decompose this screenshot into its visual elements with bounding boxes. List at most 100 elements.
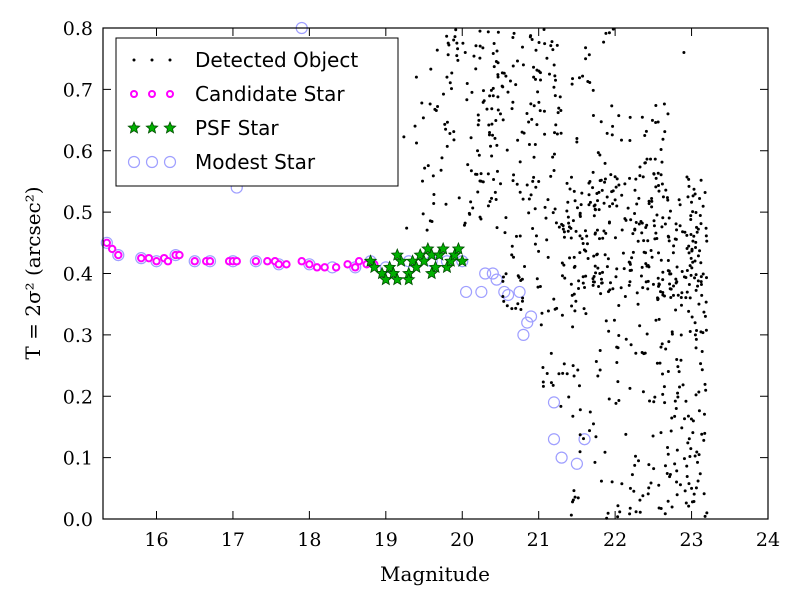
detected-object-point	[552, 297, 556, 301]
detected-object-point	[675, 228, 679, 232]
detected-object-point	[611, 287, 615, 291]
detected-object-point	[640, 231, 644, 235]
detected-object-point	[666, 369, 670, 373]
detected-object-point	[628, 506, 632, 510]
detected-object-point	[562, 235, 566, 239]
detected-object-point	[565, 372, 569, 376]
detected-object-point	[544, 216, 548, 220]
detected-object-point	[675, 358, 679, 362]
detected-object-point	[698, 249, 702, 253]
detected-object-point	[495, 49, 499, 53]
detected-object-point	[666, 234, 670, 238]
detected-object-point	[685, 233, 689, 237]
detected-object-point	[692, 492, 696, 496]
detected-object-point	[581, 281, 585, 285]
detected-object-point	[622, 267, 626, 271]
detected-object-point	[574, 299, 578, 303]
detected-object-point	[461, 41, 465, 45]
detected-object-point	[577, 286, 581, 290]
detected-object-point	[546, 198, 550, 202]
detected-object-point	[520, 299, 524, 303]
detected-object-point	[551, 383, 555, 387]
legend-marker-psf	[145, 120, 159, 134]
detected-object-point	[616, 380, 620, 384]
detected-object-point	[641, 286, 645, 290]
detected-object-point	[654, 103, 658, 107]
detected-object-point	[607, 221, 611, 225]
detected-object-point	[647, 463, 651, 467]
detected-object-point	[650, 255, 654, 259]
detected-object-point	[659, 148, 663, 152]
modest-star-point	[513, 285, 526, 299]
detected-object-point	[685, 475, 689, 479]
detected-object-point	[651, 434, 655, 438]
detected-object-point	[466, 163, 470, 167]
detected-object-point	[658, 361, 662, 365]
detected-object-point	[490, 196, 494, 200]
legend-modest-star: Modest Star	[195, 150, 316, 174]
detected-object-point	[704, 276, 708, 280]
detected-object-point	[510, 107, 514, 111]
detected-object-point	[514, 83, 518, 87]
detected-object-point	[624, 432, 628, 436]
detected-object-point	[691, 431, 695, 435]
detected-object-point	[657, 506, 661, 510]
detected-object-point	[552, 168, 556, 172]
detected-object-point	[546, 309, 550, 313]
detected-object-point	[557, 225, 561, 229]
detected-object-point	[663, 512, 667, 516]
legend-detected-object: Detected Object	[195, 48, 358, 72]
detected-object-point	[575, 140, 579, 144]
detected-object-point	[597, 284, 601, 288]
detected-object-point	[663, 464, 667, 468]
detected-object-point	[699, 362, 703, 366]
detected-object-point	[474, 44, 478, 48]
detected-object-point	[537, 40, 541, 44]
detected-object-point	[594, 271, 598, 275]
detected-object-point	[666, 446, 670, 450]
candidate-star-point	[351, 263, 360, 272]
detected-object-point	[699, 178, 703, 182]
detected-object-point	[652, 219, 656, 223]
detected-object-point	[445, 34, 449, 38]
detected-object-point	[477, 153, 481, 157]
detected-object-point	[597, 237, 601, 241]
detected-object-point	[501, 275, 505, 279]
detected-object-point	[679, 333, 683, 337]
detected-object-point	[533, 242, 537, 246]
detected-object-point	[628, 386, 632, 390]
detected-object-point	[490, 107, 494, 111]
detected-object-point	[670, 330, 674, 334]
detected-object-point	[505, 304, 509, 308]
detected-object-point	[601, 270, 605, 274]
detected-object-point	[611, 124, 615, 128]
detected-object-point	[633, 188, 637, 192]
detected-object-point	[547, 72, 551, 76]
detected-object-point	[587, 193, 591, 197]
detected-object-point	[696, 227, 700, 231]
detected-object-point	[682, 51, 686, 55]
detected-object-point	[693, 276, 697, 280]
detected-object-point	[643, 351, 647, 355]
detected-object-point	[635, 202, 639, 206]
detected-object-point	[439, 168, 443, 172]
detected-object-point	[592, 280, 596, 284]
detected-object-point	[474, 172, 478, 176]
detected-object-point	[598, 368, 602, 372]
detected-object-point	[670, 505, 674, 509]
detected-object-point	[587, 203, 591, 207]
legend-box	[115, 37, 399, 187]
detected-object-point	[489, 88, 493, 92]
candidate-star-point	[312, 263, 322, 272]
detected-object-point	[556, 111, 560, 115]
detected-object-point	[448, 81, 452, 85]
detected-object-point	[603, 450, 607, 454]
detected-object-point	[481, 89, 485, 93]
detected-object-point	[678, 483, 682, 487]
detected-object-point	[628, 512, 632, 516]
detected-object-point	[514, 306, 518, 310]
detected-object-point	[561, 227, 565, 231]
detected-object-point	[649, 481, 653, 485]
detected-object-point	[543, 205, 547, 209]
